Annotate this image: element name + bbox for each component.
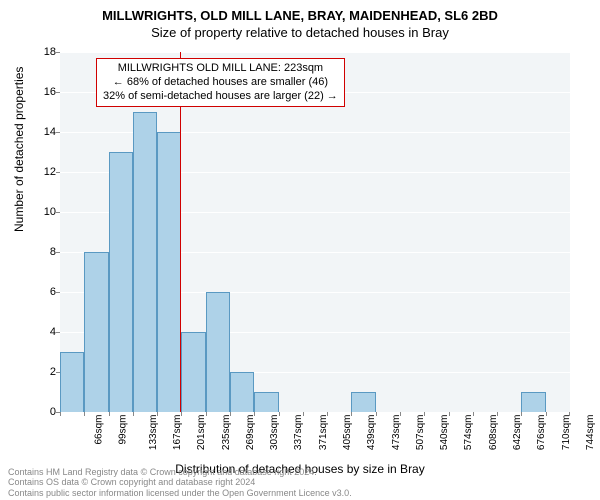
bar xyxy=(109,152,133,412)
x-tick-label: 676sqm xyxy=(536,415,547,451)
x-tick-label: 473sqm xyxy=(391,415,402,451)
chart-plot-area: 02468101214161866sqm99sqm133sqm167sqm201… xyxy=(60,52,570,412)
x-tick-mark xyxy=(376,412,377,416)
annotation-box: MILLWRIGHTS OLD MILL LANE: 223sqm← 68% o… xyxy=(96,58,345,107)
x-tick-label: 507sqm xyxy=(415,415,426,451)
footer-attribution: Contains HM Land Registry data © Crown c… xyxy=(8,467,352,498)
gridline xyxy=(60,52,570,53)
bar xyxy=(254,392,278,412)
x-tick-mark xyxy=(230,412,231,416)
footer-line1: Contains HM Land Registry data © Crown c… xyxy=(8,467,352,477)
chart-title-line2: Size of property relative to detached ho… xyxy=(0,25,600,40)
y-axis-label: Number of detached properties xyxy=(12,67,26,232)
y-tick-label: 2 xyxy=(32,366,56,378)
x-tick-mark xyxy=(60,412,61,416)
y-tick-mark xyxy=(56,252,60,253)
x-tick-mark xyxy=(84,412,85,416)
x-tick-mark xyxy=(133,412,134,416)
y-tick-mark xyxy=(56,212,60,213)
chart-title-block: MILLWRIGHTS, OLD MILL LANE, BRAY, MAIDEN… xyxy=(0,0,600,40)
bar xyxy=(60,352,84,412)
footer-line3: Contains public sector information licen… xyxy=(8,488,352,498)
x-tick-label: 371sqm xyxy=(318,415,329,451)
x-tick-mark xyxy=(497,412,498,416)
footer-line2: Contains OS data © Crown copyright and d… xyxy=(8,477,352,487)
bar xyxy=(230,372,254,412)
annotation-line: ← 68% of detached houses are smaller (46… xyxy=(103,76,338,90)
x-tick-label: 337sqm xyxy=(294,415,305,451)
bar xyxy=(133,112,157,412)
x-tick-label: 405sqm xyxy=(342,415,353,451)
x-tick-mark xyxy=(157,412,158,416)
bar xyxy=(181,332,205,412)
bar xyxy=(84,252,108,412)
x-tick-label: 99sqm xyxy=(118,415,129,445)
annotation-line: 32% of semi-detached houses are larger (… xyxy=(103,90,338,104)
x-tick-mark xyxy=(424,412,425,416)
x-tick-mark xyxy=(546,412,547,416)
x-tick-mark xyxy=(181,412,182,416)
x-tick-mark xyxy=(279,412,280,416)
y-tick-label: 4 xyxy=(32,326,56,338)
x-tick-label: 235sqm xyxy=(221,415,232,451)
x-tick-mark xyxy=(521,412,522,416)
bar xyxy=(351,392,375,412)
x-tick-mark xyxy=(327,412,328,416)
x-tick-mark xyxy=(351,412,352,416)
y-tick-mark xyxy=(56,92,60,93)
x-tick-label: 710sqm xyxy=(561,415,572,451)
gridline xyxy=(60,412,570,413)
y-tick-mark xyxy=(56,172,60,173)
x-tick-label: 167sqm xyxy=(172,415,183,451)
x-tick-label: 574sqm xyxy=(464,415,475,451)
y-tick-label: 0 xyxy=(32,406,56,418)
x-tick-label: 439sqm xyxy=(366,415,377,451)
y-tick-mark xyxy=(56,52,60,53)
x-tick-mark xyxy=(569,412,570,416)
x-tick-label: 66sqm xyxy=(94,415,105,445)
bar xyxy=(521,392,545,412)
x-tick-mark xyxy=(473,412,474,416)
bar xyxy=(206,292,230,412)
y-tick-mark xyxy=(56,332,60,333)
x-tick-mark xyxy=(303,412,304,416)
y-tick-label: 16 xyxy=(32,86,56,98)
y-tick-mark xyxy=(56,292,60,293)
chart-title-line1: MILLWRIGHTS, OLD MILL LANE, BRAY, MAIDEN… xyxy=(0,8,600,23)
y-tick-label: 12 xyxy=(32,166,56,178)
x-tick-mark xyxy=(400,412,401,416)
bar xyxy=(157,132,181,412)
x-tick-label: 608sqm xyxy=(488,415,499,451)
annotation-line: MILLWRIGHTS OLD MILL LANE: 223sqm xyxy=(103,62,338,76)
y-tick-label: 10 xyxy=(32,206,56,218)
x-tick-mark xyxy=(109,412,110,416)
x-tick-label: 269sqm xyxy=(245,415,256,451)
y-tick-label: 14 xyxy=(32,126,56,138)
x-tick-mark xyxy=(254,412,255,416)
x-tick-label: 303sqm xyxy=(269,415,280,451)
x-tick-mark xyxy=(449,412,450,416)
y-tick-label: 8 xyxy=(32,246,56,258)
x-tick-label: 201sqm xyxy=(196,415,207,451)
x-tick-label: 133sqm xyxy=(148,415,159,451)
x-tick-label: 642sqm xyxy=(512,415,523,451)
x-tick-label: 540sqm xyxy=(439,415,450,451)
x-tick-mark xyxy=(206,412,207,416)
y-tick-mark xyxy=(56,132,60,133)
y-tick-label: 6 xyxy=(32,286,56,298)
y-tick-label: 18 xyxy=(32,46,56,58)
x-tick-label: 744sqm xyxy=(585,415,596,451)
